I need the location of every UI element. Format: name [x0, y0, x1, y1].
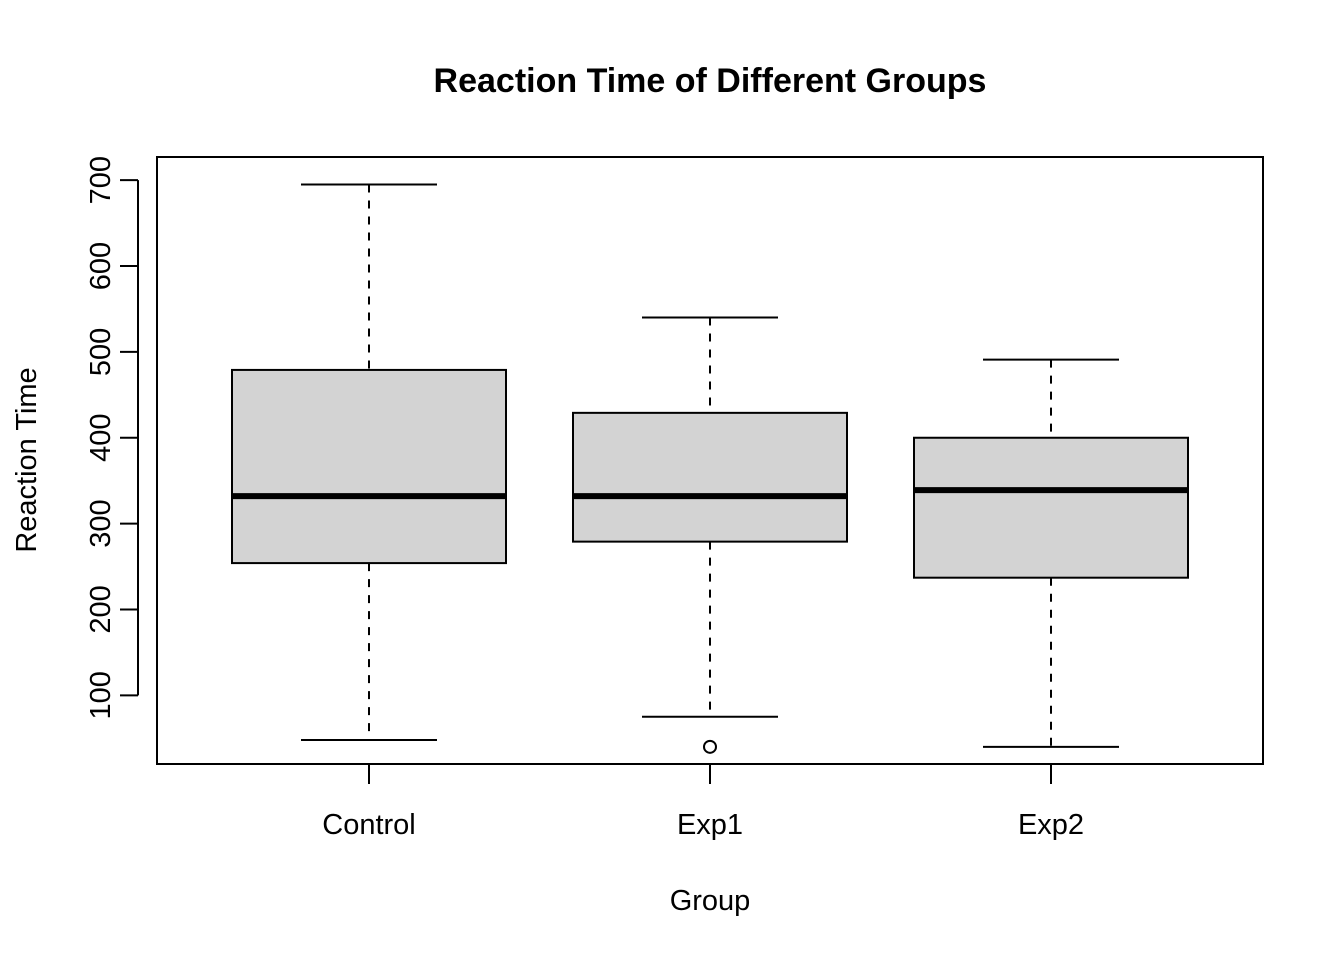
y-tick-label: 100: [85, 671, 117, 719]
x-axis: Control Exp1 Exp2: [322, 764, 1084, 841]
box-control: [231, 183, 507, 741]
y-tick-label: 200: [85, 585, 117, 633]
y-tick-label: 600: [85, 242, 117, 290]
box-exp1: [572, 316, 848, 754]
x-axis-label: Group: [670, 885, 751, 917]
x-tick-label: Exp2: [1018, 809, 1084, 841]
outlier-point: [703, 739, 717, 754]
chart-title: Reaction Time of Different Groups: [434, 62, 987, 100]
y-axis: 100 200 300 400 500 600 700: [85, 156, 139, 720]
x-tick-label: Exp1: [677, 809, 743, 841]
y-tick-label: 500: [85, 328, 117, 376]
y-tick-label: 400: [85, 414, 117, 462]
x-tick-label: Control: [322, 809, 416, 841]
boxes-group: [231, 183, 1189, 754]
box-exp2: [913, 358, 1189, 748]
y-tick-label: 300: [85, 499, 117, 547]
iqr-box: [572, 411, 848, 543]
iqr-box: [231, 368, 507, 565]
y-tick-label: 700: [85, 156, 117, 204]
iqr-box: [913, 436, 1189, 579]
y-axis-label: Reaction Time: [11, 367, 43, 552]
